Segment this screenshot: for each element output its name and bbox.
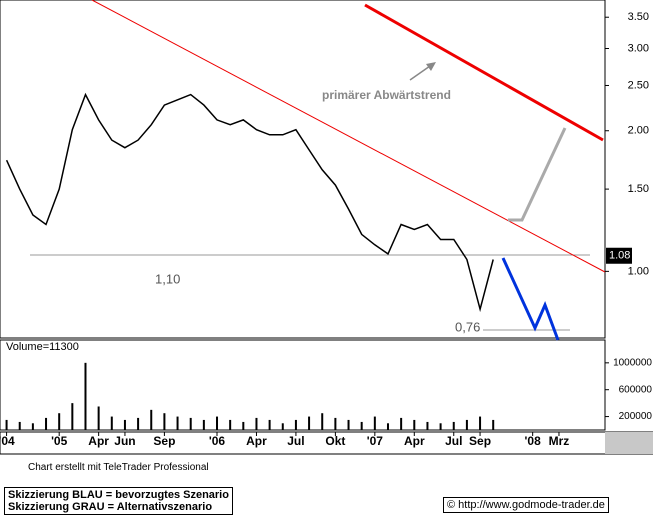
scenario-gray (508, 127, 567, 222)
x-tick-label: '05 (51, 434, 68, 448)
x-tick-label: Jun (114, 434, 135, 448)
x-tick-label: Apr (246, 434, 267, 448)
annotation: 0,76 (455, 319, 480, 334)
volume-bar (321, 413, 324, 430)
legend-line: Skizzierung BLAU = bevorzugtes Szenario (8, 489, 229, 501)
chart: primärer Abwärtstrend 1,10 0,76 Volume=1… (0, 0, 653, 455)
volume-bar (360, 421, 363, 430)
volume-bar (71, 403, 74, 430)
x-tick-label: '06 (209, 434, 226, 448)
last-price-box (606, 247, 632, 264)
tool-button[interactable] (605, 432, 653, 454)
x-tick-label: '08 (525, 434, 542, 448)
x-tick-label: Jul (287, 434, 304, 448)
x-tick-label: Sep (469, 434, 491, 448)
volume-bar (439, 423, 442, 430)
volume-bar (281, 423, 284, 430)
x-tick-label: Apr (88, 434, 109, 448)
last-price-label: 1.08 (609, 250, 630, 262)
x-tick-label: '07 (367, 434, 384, 448)
legend-box: Skizzierung BLAU = bevorzugtes Szenario … (4, 487, 233, 515)
volume-bar (268, 419, 271, 430)
x-axis-strip (0, 431, 653, 455)
price-panel (0, 0, 606, 339)
trend-channel (364, 3, 604, 142)
y-tick-label: 1.00 (628, 265, 649, 277)
price-line (5, 92, 494, 313)
y2-tick-label: 200000 (619, 411, 653, 422)
x-tick-label: Jul (445, 434, 462, 448)
volume-bar (479, 416, 482, 430)
volume-bar (58, 413, 61, 430)
y2-tick-label: 600000 (619, 384, 653, 395)
volume-bar (308, 416, 311, 430)
volume-bar (386, 423, 389, 430)
volume-bar (110, 416, 113, 430)
volume-bar (18, 421, 21, 430)
volume-bar (373, 416, 376, 430)
x-tick-label: Sep (153, 434, 175, 448)
volume-bar (400, 417, 403, 430)
volume-bar (426, 421, 429, 430)
trend-line (91, 0, 606, 273)
volume-bar (255, 417, 258, 430)
volume-bar (31, 423, 34, 430)
volume-bar (45, 417, 48, 430)
y-tick-label: 3.00 (628, 42, 649, 54)
volume-panel (0, 339, 606, 431)
legend-line: Skizzierung GRAU = Alternativszenario (8, 501, 213, 513)
volume-bar (137, 417, 140, 430)
volume-bar (150, 409, 153, 430)
x-tick-label: Mrz (549, 434, 570, 448)
volume-bar (84, 362, 87, 430)
volume-bar (347, 419, 350, 430)
volume-bar (189, 417, 192, 430)
volume-bar (97, 406, 100, 430)
volume-bar (176, 416, 179, 430)
volume-bar (492, 419, 495, 430)
x-tick-label: '04 (0, 434, 15, 448)
volume-bar (229, 419, 232, 430)
volume-bar (202, 419, 205, 430)
volume-bar (294, 419, 297, 430)
arrow (409, 65, 431, 81)
arrow-head (426, 62, 436, 71)
volume-bar (242, 421, 245, 430)
y-tick-label: 2.00 (628, 125, 649, 137)
volume-bar (123, 419, 126, 430)
volume-bar (413, 419, 416, 430)
y-tick-label: 3.50 (628, 11, 649, 23)
y-tick-label: 1.50 (628, 183, 649, 195)
y-tick-label: 2.50 (628, 79, 649, 91)
annotation: 1,10 (155, 271, 180, 286)
annotation: primärer Abwärtstrend (322, 88, 451, 102)
volume-label: Volume=11300 (6, 341, 79, 353)
source[interactable]: © http://www.godmode-trader.de (443, 497, 609, 513)
volume-bar (334, 417, 337, 430)
volume-bar (5, 419, 8, 430)
volume-bar (465, 419, 468, 430)
x-tick-label: Okt (325, 434, 345, 448)
y2-tick-label: 1000000 (613, 357, 652, 368)
volume-bar (452, 421, 455, 430)
scenario-blue (501, 257, 560, 341)
volume-bar (216, 416, 219, 430)
credit: Chart erstellt mit TeleTrader Profession… (28, 462, 209, 473)
x-tick-label: Apr (404, 434, 425, 448)
volume-bar (163, 413, 166, 430)
